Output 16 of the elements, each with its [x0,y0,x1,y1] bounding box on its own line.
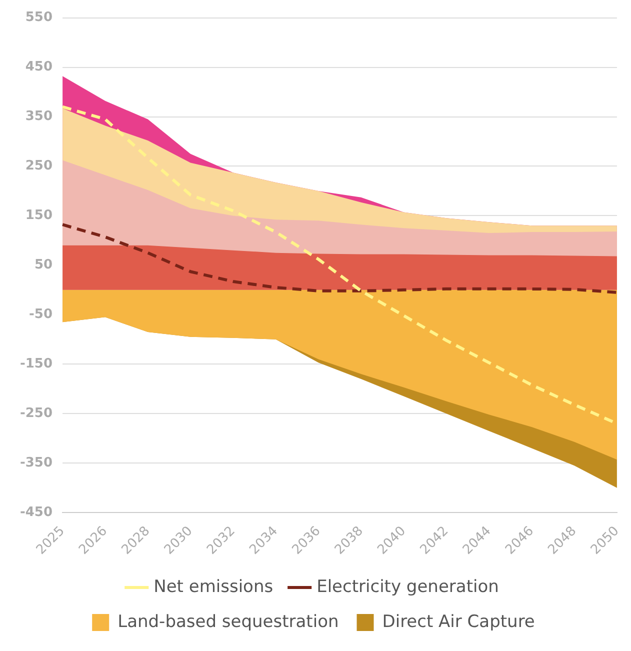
y-tick-label: -450 [20,504,53,520]
y-tick-label: 150 [25,208,53,224]
y-tick-label: -350 [20,455,53,470]
y-tick-label: 550 [25,10,53,26]
y-tick-label: -50 [29,307,53,322]
legend-label: Electricity generation [316,576,499,597]
line-series [61,223,618,294]
legend-label: Direct Air Capture [382,612,535,632]
y-tick-label: 350 [25,109,53,124]
legend-label: Net emissions [154,576,274,597]
legend-label: Land-based sequestration [118,612,339,632]
y-tick-label: -150 [20,356,53,372]
y-tick-label: -250 [20,406,53,421]
y-tick-label: 50 [34,258,53,273]
y-tick-label: 250 [25,158,53,174]
y-tick-label: 450 [25,60,53,75]
